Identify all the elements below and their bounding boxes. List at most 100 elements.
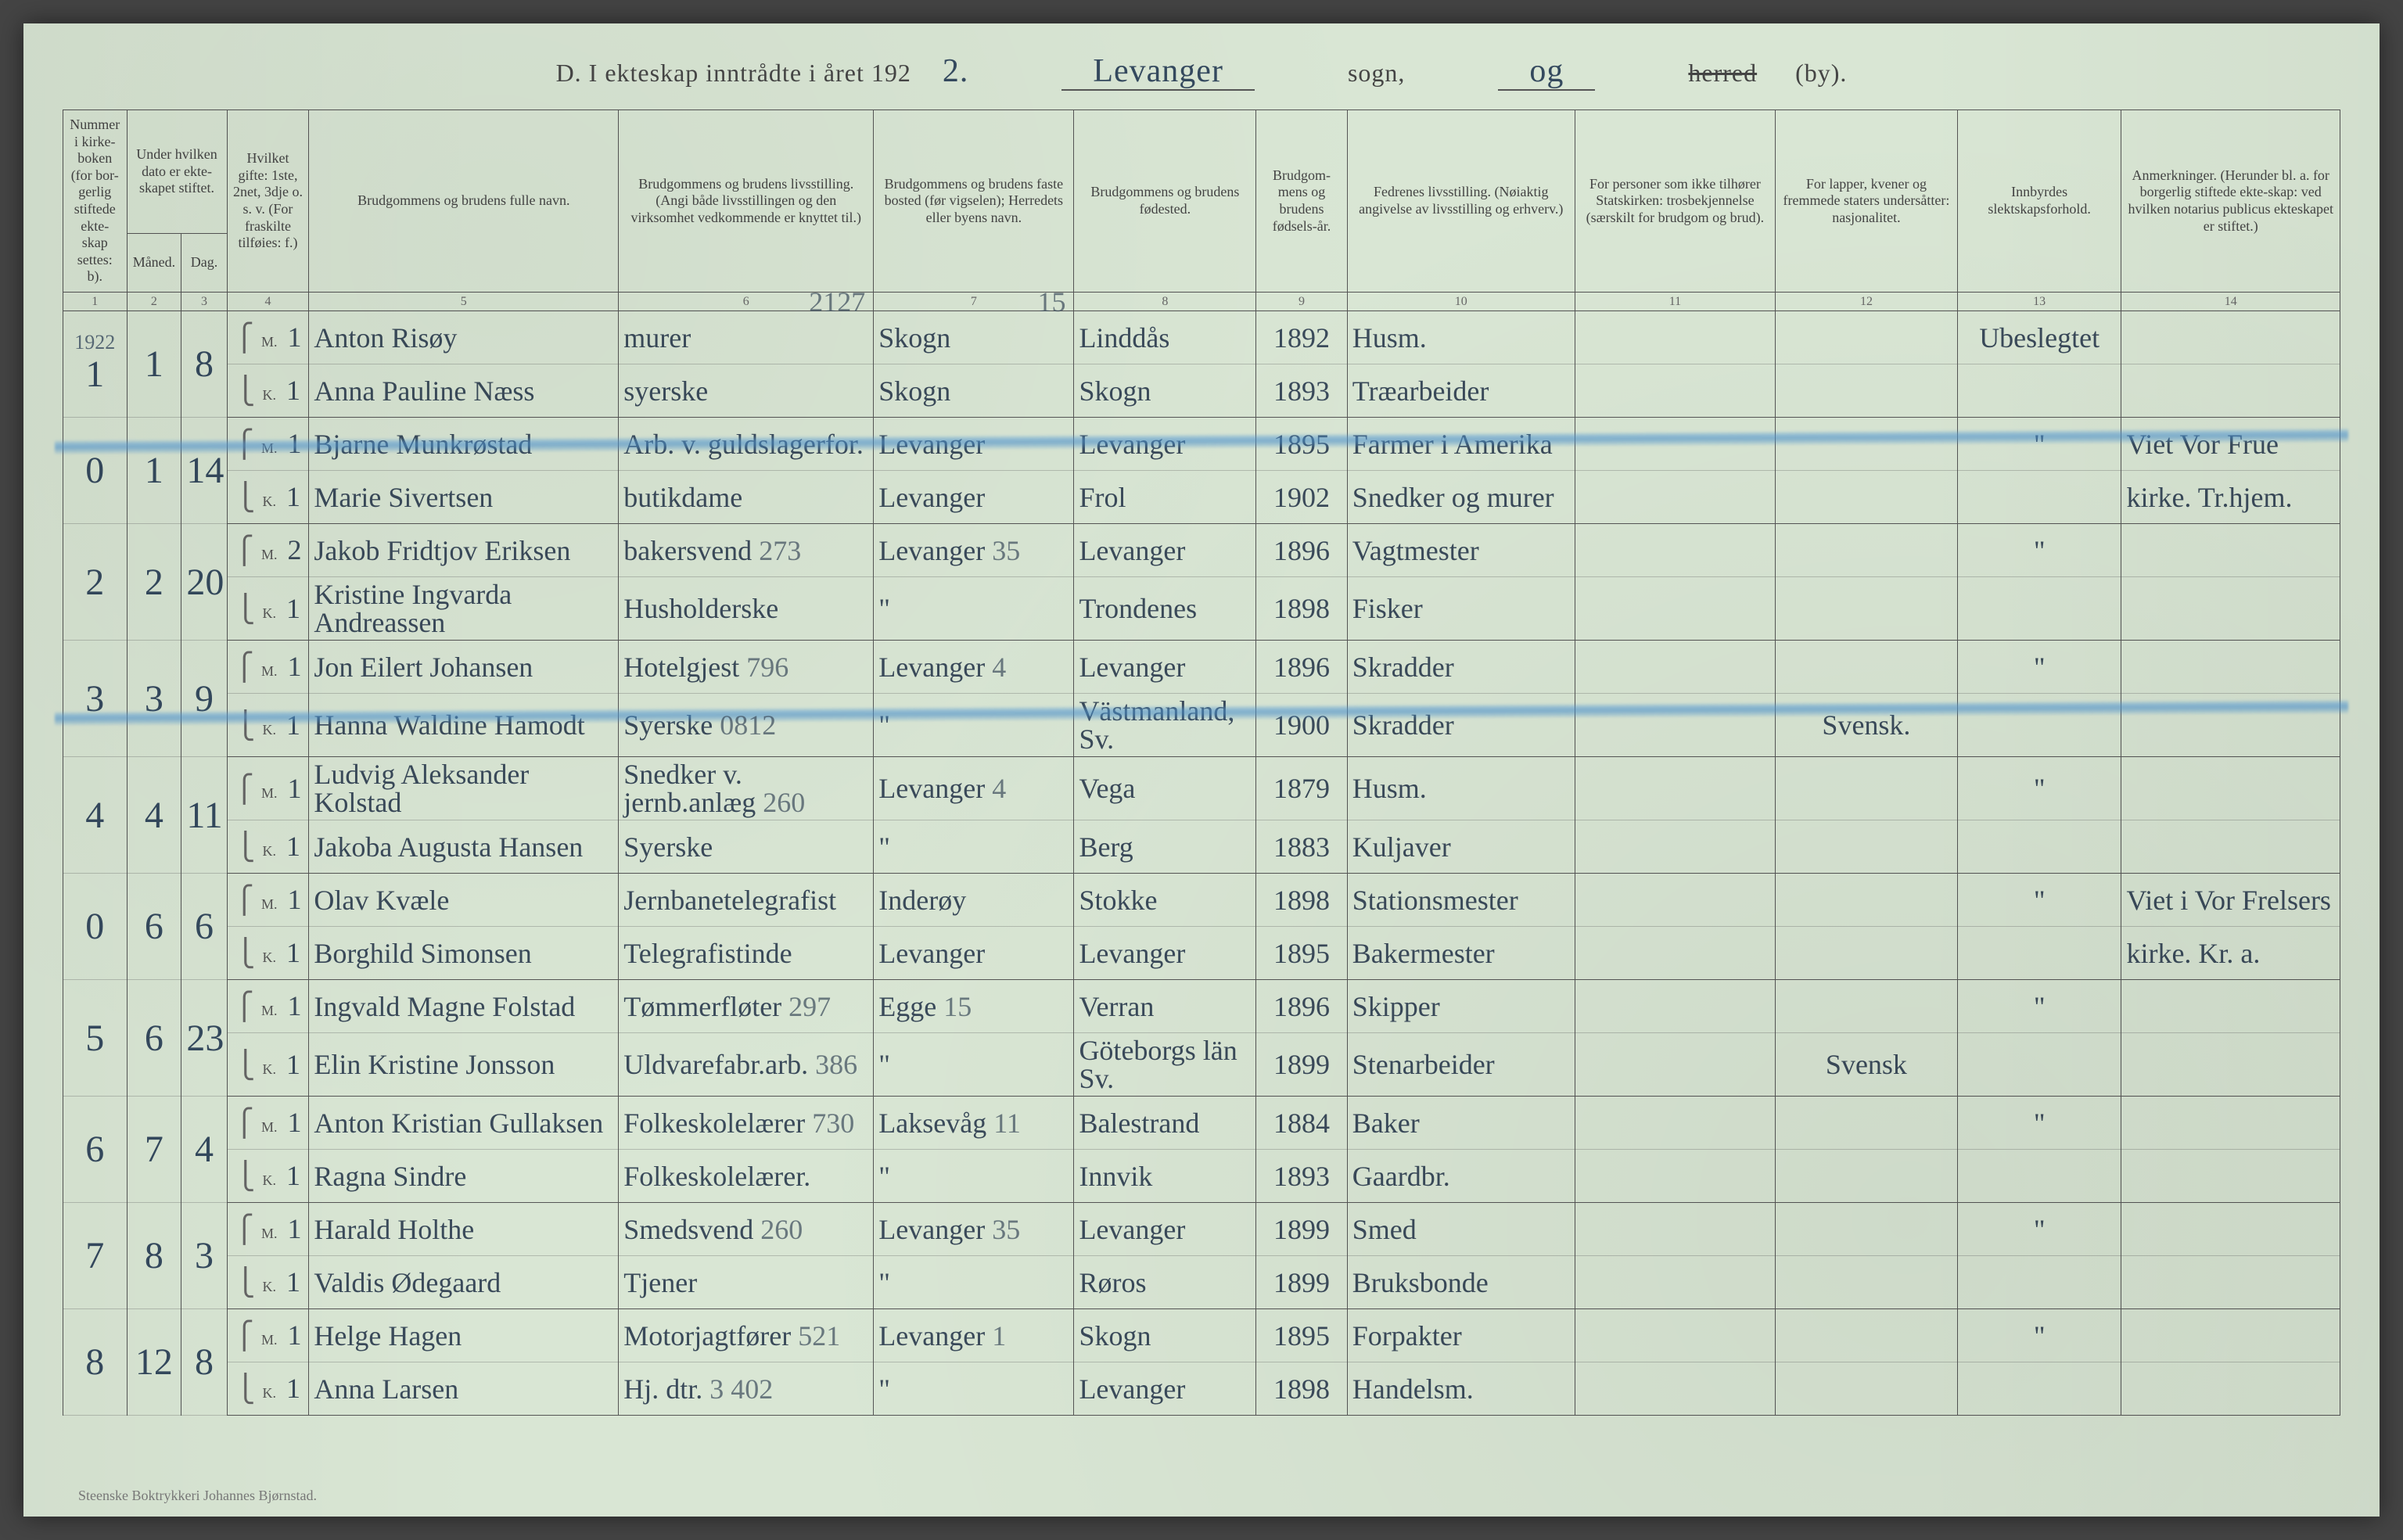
mk-label: K. — [262, 605, 276, 621]
mk-label: K. — [262, 1061, 276, 1077]
h-c2: Måned. — [127, 234, 181, 293]
gifte-value: 1 — [279, 481, 300, 512]
entry-number: 0 — [63, 418, 128, 524]
birthplace-cell: Linddås — [1074, 311, 1256, 364]
name-cell: Olav Kvæle — [309, 874, 619, 927]
brace-icon: ⎧ — [234, 537, 254, 565]
father-cell: Handelsm. — [1347, 1362, 1575, 1416]
gifte-groom: ⎧ M. 1 — [227, 1309, 309, 1362]
residence-cell: Inderøy — [874, 874, 1074, 927]
gifte-groom: ⎧ M. 1 — [227, 641, 309, 694]
c11-cell — [1575, 1362, 1775, 1416]
c14-cell — [2121, 1097, 2340, 1150]
mk-label: M. — [261, 896, 278, 912]
title-herred-struck: herred — [1688, 59, 1757, 88]
c13-cell: " — [1957, 418, 2121, 471]
cn-4: 4 — [227, 292, 309, 311]
mk-label: M. — [261, 1226, 278, 1241]
entry-number: 8 — [63, 1309, 128, 1416]
residence-cell: Levanger 4 — [874, 757, 1074, 820]
ledger-header: Nummer i kirke-boken (for bor-gerlig sti… — [63, 110, 2340, 311]
gifte-value: 1 — [280, 651, 301, 682]
birthplace-cell: Innvik — [1074, 1150, 1256, 1203]
c12-cell — [1776, 577, 1958, 641]
mk-label: K. — [262, 1385, 276, 1401]
c11-cell — [1575, 980, 1775, 1033]
mk-label: K. — [262, 949, 276, 965]
gifte-bride: ⎩ K. 1 — [227, 1362, 309, 1416]
entry-month: 4 — [127, 757, 181, 874]
mk-label: M. — [261, 663, 278, 679]
birthplace-cell: Frol — [1074, 471, 1256, 524]
h-c14: Anmerkninger. (Herunder bl. a. for borge… — [2121, 110, 2340, 293]
brace-icon: ⎧ — [234, 653, 254, 682]
table-row: 1922118⎧ M. 1Anton RisøymurerSkognLinddå… — [63, 311, 2340, 364]
brace-icon: ⎧ — [234, 993, 254, 1021]
birthplace-cell: Trondenes — [1074, 577, 1256, 641]
name-cell: Helge Hagen — [309, 1309, 619, 1362]
entry-day: 8 — [181, 311, 227, 418]
gifte-bride: ⎩ K. 1 — [227, 694, 309, 757]
c12-cell — [1776, 641, 1958, 694]
c13-cell — [1957, 927, 2121, 980]
gifte-groom: ⎧ M. 1 — [227, 757, 309, 820]
brace-icon: ⎩ — [235, 377, 256, 406]
name-cell: Marie Sivertsen — [309, 471, 619, 524]
birthyear-cell: 1892 — [1256, 311, 1347, 364]
father-cell: Skipper — [1347, 980, 1575, 1033]
mk-label: K. — [262, 722, 276, 738]
c11-cell — [1575, 577, 1775, 641]
c14-cell: kirke. Tr.hjem. — [2121, 471, 2340, 524]
gifte-value: 1 — [279, 1160, 300, 1191]
birthyear-cell: 1896 — [1256, 641, 1347, 694]
gifte-value: 1 — [280, 1213, 301, 1244]
c13-cell: " — [1957, 980, 2121, 1033]
brace-icon: ⎩ — [235, 1051, 256, 1080]
cn-3: 3 — [181, 292, 227, 311]
c14-cell — [2121, 1309, 2340, 1362]
birthyear-cell: 1883 — [1256, 820, 1347, 874]
c11-cell — [1575, 1097, 1775, 1150]
c11-cell — [1575, 1256, 1775, 1309]
name-cell: Valdis Ødegaard — [309, 1256, 619, 1309]
birthyear-cell: 1896 — [1256, 524, 1347, 577]
residence-cell: Levanger — [874, 471, 1074, 524]
father-cell: Skradder — [1347, 694, 1575, 757]
name-cell: Elin Kristine Jonsson — [309, 1033, 619, 1097]
occupation-cell: Tjener — [619, 1256, 874, 1309]
entry-number: 19221 — [63, 311, 128, 418]
table-row: ⎩ K. 1Elin Kristine JonssonUldvarefabr.a… — [63, 1033, 2340, 1097]
c14-cell — [2121, 757, 2340, 820]
birthplace-cell: Balestrand — [1074, 1097, 1256, 1150]
entry-number: 6 — [63, 1097, 128, 1203]
brace-icon: ⎩ — [235, 712, 256, 741]
residence-cell: Levanger 4 — [874, 641, 1074, 694]
c13-cell — [1957, 471, 2121, 524]
h-c6: Brudgommens og brudens livsstilling. (An… — [619, 110, 874, 293]
gifte-groom: ⎧ M. 1 — [227, 311, 309, 364]
table-row: ⎩ K. 1Hanna Waldine HamodtSyerske 0812"V… — [63, 694, 2340, 757]
c12-cell: Svensk — [1776, 1033, 1958, 1097]
c14-cell — [2121, 311, 2340, 364]
birthyear-cell: 1895 — [1256, 418, 1347, 471]
table-row: 339⎧ M. 1Jon Eilert JohansenHotelgjest 7… — [63, 641, 2340, 694]
occupation-cell: Syerske — [619, 820, 874, 874]
c13-cell: " — [1957, 1097, 2121, 1150]
residence-cell: " — [874, 1256, 1074, 1309]
entry-day: 6 — [181, 874, 227, 980]
name-cell: Bjarne Munkrøstad — [309, 418, 619, 471]
c13-cell: " — [1957, 757, 2121, 820]
c12-cell — [1776, 820, 1958, 874]
cn-7: 7 15 — [874, 292, 1074, 311]
birthplace-cell: Vega — [1074, 757, 1256, 820]
brace-icon: ⎩ — [235, 1269, 256, 1298]
gifte-bride: ⎩ K. 1 — [227, 1150, 309, 1203]
gifte-value: 1 — [279, 593, 300, 624]
c12-cell — [1776, 1256, 1958, 1309]
occ-annot: 297 — [781, 991, 831, 1022]
c14-cell — [2121, 524, 2340, 577]
c12-cell: Svensk. — [1776, 694, 1958, 757]
birthplace-cell: Skogn — [1074, 1309, 1256, 1362]
name-cell: Borghild Simonsen — [309, 927, 619, 980]
occ-annot: 521 — [791, 1320, 840, 1352]
